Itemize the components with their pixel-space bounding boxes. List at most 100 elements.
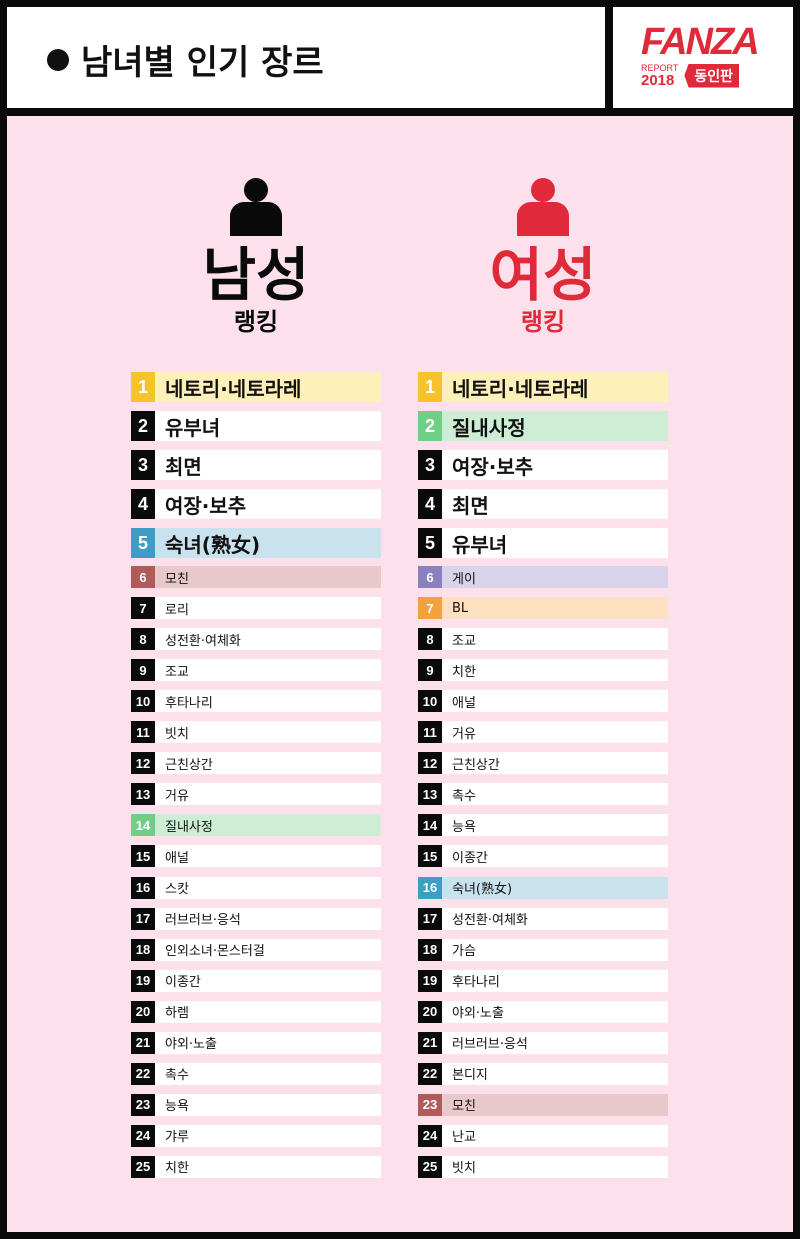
genre-label: 모친: [165, 571, 189, 587]
logo-report: REPORT 2018: [641, 63, 678, 88]
rank-number: 23: [418, 1093, 442, 1116]
genre-label: 거유: [452, 726, 476, 742]
rank-number: 11: [131, 721, 155, 744]
ranking-row: 23 능욕: [131, 1093, 381, 1116]
ranking-row: 15 애널: [131, 845, 381, 868]
ranking-row: 10 후타나리: [131, 690, 381, 713]
rank-number: 10: [131, 690, 155, 713]
genre-label: 치한: [452, 664, 476, 680]
rank-number: 12: [131, 752, 155, 775]
genre-label: 모친: [452, 1099, 476, 1115]
genre-label: 거유: [165, 788, 189, 804]
genre-label: 야외·노출: [165, 1037, 217, 1053]
ranking-row: 16 숙녀(熟女): [418, 876, 668, 899]
men-title: 남성: [202, 241, 310, 309]
ranking-row: 23 모친: [418, 1093, 668, 1116]
rank-number: 17: [131, 907, 155, 930]
ranking-row: 14 질내사정: [131, 814, 381, 837]
rank-number: 1: [131, 372, 155, 402]
genre-label: 근친상간: [165, 757, 213, 773]
ranking-row: 1 네토리·네토라레: [418, 372, 668, 402]
genre-label: 촉수: [165, 1068, 189, 1084]
rank-number: 17: [418, 907, 442, 930]
genre-label: 인외소녀·몬스터걸: [165, 944, 265, 960]
ranking-row: 9 치한: [418, 659, 668, 682]
logo-panel: FANZA REPORT 2018 동인판: [613, 7, 793, 108]
rank-number: 18: [418, 938, 442, 961]
ranking-row: 21 러브러브·응석: [418, 1031, 668, 1054]
genre-label: 질내사정: [165, 819, 213, 835]
rank-number: 2: [418, 411, 442, 441]
genre-label: 조교: [165, 664, 189, 680]
men-subtitle: 랭킹: [233, 308, 279, 336]
rank-number: 23: [131, 1093, 155, 1116]
ranking-row: 8 조교: [418, 628, 668, 651]
genre-label: 본디지: [452, 1068, 488, 1084]
rank-number: 4: [418, 489, 442, 519]
rank-number: 12: [418, 752, 442, 775]
ranking-row: 19 후타나리: [418, 969, 668, 992]
fanza-logo: FANZA REPORT 2018 동인판: [641, 23, 771, 88]
genre-label: 하렘: [165, 1006, 189, 1022]
rank-number: 1: [418, 372, 442, 402]
genre-label: 갸루: [165, 1130, 189, 1146]
ranking-row: 8 성전환·여체화: [131, 628, 381, 651]
genre-label: 러브러브·응석: [165, 913, 241, 929]
rank-number: 3: [418, 450, 442, 480]
rank-number: 6: [131, 566, 155, 588]
rank-number: 21: [131, 1031, 155, 1054]
genre-label: 빗치: [452, 1161, 476, 1177]
rank-number: 7: [131, 597, 155, 620]
rank-number: 10: [418, 690, 442, 713]
ranking-row: 7 BL: [418, 597, 668, 620]
title-panel: 남녀별 인기 장르: [7, 7, 605, 108]
ranking-row: 5 숙녀(熟女): [131, 528, 381, 558]
genre-label: 러브러브·응석: [452, 1037, 528, 1053]
ranking-row: 22 촉수: [131, 1062, 381, 1085]
rank-number: 2: [131, 411, 155, 441]
rank-number: 20: [131, 1000, 155, 1023]
genre-label: 후타나리: [452, 975, 500, 991]
ranking-row: 25 빗치: [418, 1155, 668, 1178]
genre-label: 빗치: [165, 726, 189, 742]
genre-label: 스캇: [165, 882, 189, 897]
ranking-row: 1 네토리·네토라레: [131, 372, 381, 402]
rank-number: 20: [418, 1000, 442, 1023]
genre-label: 숙녀(熟女): [165, 532, 261, 557]
rank-number: 4: [131, 489, 155, 519]
ranking-row: 12 근친상간: [418, 752, 668, 775]
rank-number: 5: [131, 528, 155, 558]
rank-number: 5: [418, 528, 442, 558]
male-person-icon: [228, 178, 284, 236]
rank-number: 13: [418, 783, 442, 806]
ranking-panel: 남성 랭킹 1 네토리·네토라레 2 유부녀 3 최면 4 여장·보추 5 숙녀(熟女) 6 모친 7 로…: [7, 116, 793, 1232]
rank-number: 25: [418, 1155, 442, 1178]
genre-label: 가슴: [452, 944, 476, 960]
ranking-row: 3 여장·보추: [418, 450, 668, 480]
genre-label: 네토리·네토라레: [165, 376, 302, 401]
logo-year: 2018: [641, 72, 675, 89]
genre-label: 숙녀(熟女): [452, 882, 513, 897]
ranking-row: 19 이종간: [131, 969, 381, 992]
rank-number: 22: [131, 1062, 155, 1085]
ranking-row: 2 유부녀: [131, 411, 381, 441]
ranking-row: 14 능욕: [418, 814, 668, 837]
genre-label: 조교: [452, 633, 476, 649]
rank-number: 16: [418, 876, 442, 899]
rank-number: 6: [418, 566, 442, 588]
genre-label: 애널: [165, 850, 189, 866]
ranking-row: 11 빗치: [131, 721, 381, 744]
genre-label: 야외·노출: [452, 1006, 504, 1022]
page-title: 남녀별 인기 장르: [47, 35, 324, 84]
women-title: 여성: [489, 241, 597, 309]
rank-number: 9: [131, 659, 155, 682]
rank-number: 16: [131, 876, 155, 899]
rank-number: 22: [418, 1062, 442, 1085]
rank-number: 24: [418, 1124, 442, 1147]
logo-tag: 동인판: [684, 63, 739, 88]
ranking-row: 22 본디지: [418, 1062, 668, 1085]
ranking-row: 6 게이: [418, 566, 668, 588]
genre-label: 게이: [452, 571, 476, 587]
ranking-row: 13 거유: [131, 783, 381, 806]
ranking-row: 16 스캇: [131, 876, 381, 899]
